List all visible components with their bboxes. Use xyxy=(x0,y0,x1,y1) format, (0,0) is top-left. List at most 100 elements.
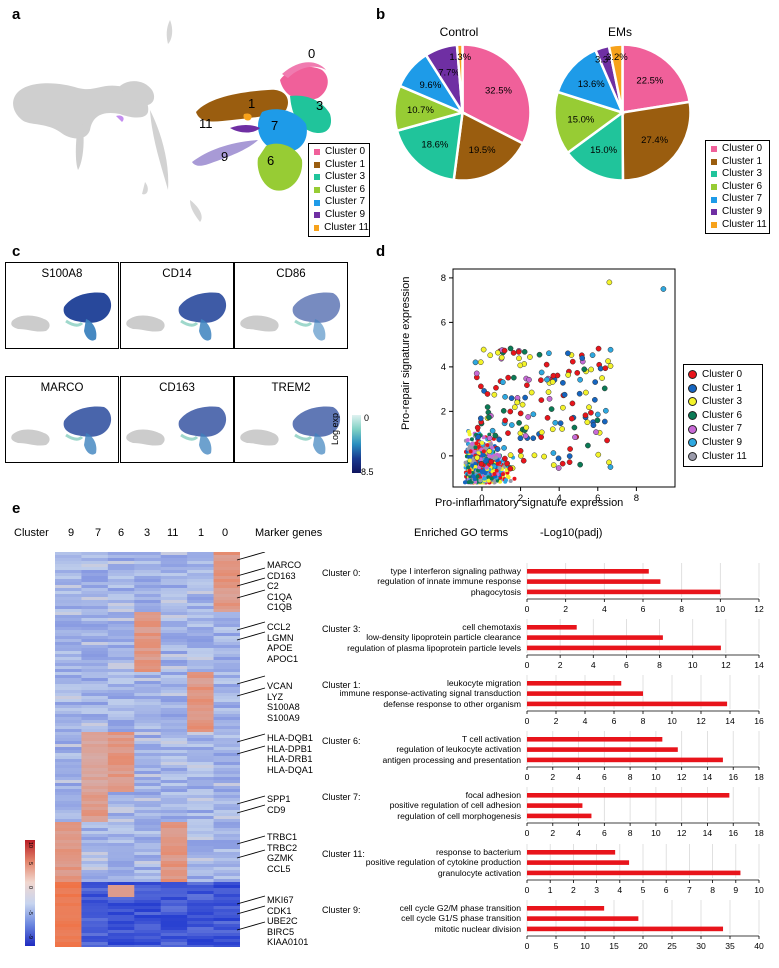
heatmap-cell xyxy=(213,750,240,754)
heatmap-cell xyxy=(134,765,162,769)
scatter-point xyxy=(473,461,478,466)
x-tick-label: 12 xyxy=(721,660,731,670)
scatter-point xyxy=(494,446,501,452)
scatter-point xyxy=(486,435,493,441)
pie-slice xyxy=(455,43,464,113)
heatmap-cell xyxy=(55,855,82,859)
scatter-point xyxy=(522,433,529,439)
go-term-label: defense response to other organism xyxy=(383,698,521,709)
heatmap-cell xyxy=(213,591,240,595)
heatmap-cell xyxy=(187,603,215,607)
heatmap-cell xyxy=(187,909,215,913)
heatmap-cell xyxy=(81,579,109,583)
heatmap-cell xyxy=(55,915,82,919)
connector-line xyxy=(236,745,266,755)
heatmap-cell xyxy=(134,552,162,556)
heatmap-cell xyxy=(107,759,135,763)
legend-item: Cluster 9 xyxy=(706,206,769,219)
expressing-cells xyxy=(178,406,227,437)
heatmap-cell xyxy=(55,606,82,610)
heatmap-cell xyxy=(55,945,82,947)
heatmap-cell xyxy=(55,888,82,892)
heatmap-cell xyxy=(107,933,135,937)
scatter-legend: Cluster 0 Cluster 1 Cluster 3 Cluster 6 … xyxy=(683,364,763,468)
feature-plot: CD14 xyxy=(120,262,234,349)
heatmap-cell xyxy=(55,591,82,595)
heatmap-cell xyxy=(107,822,135,826)
scatter-point xyxy=(592,379,599,385)
heatmap-cell xyxy=(160,594,188,598)
heatmap-cell xyxy=(213,663,240,667)
heatmap-cell xyxy=(213,630,240,634)
heatmap-cell xyxy=(55,912,82,916)
heatmap-cell xyxy=(160,879,188,883)
heatmap-cell xyxy=(55,678,82,682)
heatmap-cell xyxy=(81,618,109,622)
heatmap-cell xyxy=(134,708,162,712)
heatmap-cell xyxy=(160,690,188,694)
x-tick-label: 0 xyxy=(479,493,484,504)
pie-slice-label: 27.4% xyxy=(641,135,668,146)
heatmap-cell xyxy=(55,669,82,673)
x-tick-label: 4 xyxy=(601,604,607,614)
scatter-point xyxy=(501,445,507,451)
legend-dot xyxy=(688,451,697,461)
heatmap-cell xyxy=(160,600,188,604)
heatmap-cell xyxy=(81,672,109,676)
scatter-point xyxy=(480,346,487,353)
heatmap-cell xyxy=(55,762,82,766)
heatmap-cell xyxy=(134,768,162,772)
heatmap-cell xyxy=(213,597,240,601)
heatmap-cell xyxy=(213,765,240,769)
heatmap-cell xyxy=(134,627,162,631)
heatmap-cell xyxy=(213,558,240,562)
scatter-point xyxy=(581,366,588,373)
heatmap-cell xyxy=(134,819,162,823)
heatmap-cell xyxy=(81,816,109,820)
heatmap-cell xyxy=(81,825,109,829)
panel-label-c: c xyxy=(12,243,21,260)
heatmap-cell xyxy=(213,837,240,841)
scatter-point xyxy=(571,424,578,431)
heatmap-cell xyxy=(81,945,109,947)
heatmap-cell xyxy=(187,672,215,676)
heatmap-cell xyxy=(213,852,240,856)
heatmap-cell xyxy=(107,615,135,619)
heatmap-cell xyxy=(107,696,135,700)
heatmap-cell xyxy=(55,918,82,922)
legend-item: Cluster 11 xyxy=(706,219,769,232)
heatmap-cell xyxy=(187,681,215,685)
heatmap-cell xyxy=(107,801,135,805)
heatmap-cell xyxy=(187,939,215,943)
heatmap-cell xyxy=(187,900,215,904)
heatmap-cell xyxy=(107,849,135,853)
x-tick-label: 10 xyxy=(667,716,677,726)
heatmap-cell xyxy=(55,585,82,589)
heatmap-cell xyxy=(187,744,215,748)
heatmap-cell xyxy=(160,747,188,751)
heatmap-cell xyxy=(55,810,82,814)
heatmap-cell xyxy=(81,576,109,580)
heatmap-cell xyxy=(213,783,240,787)
heatmap-cell xyxy=(81,870,109,874)
scatter-point xyxy=(493,384,499,391)
heatmap-cell xyxy=(213,660,240,664)
heatmap-cell xyxy=(213,846,240,850)
scatter-point xyxy=(560,404,566,411)
scatter-point xyxy=(492,432,499,439)
heatmap-cell xyxy=(213,648,240,652)
heatmap-cell xyxy=(160,756,188,760)
legend-dot xyxy=(688,397,697,407)
scatter-point xyxy=(463,460,468,465)
scatter-point xyxy=(502,455,508,462)
heatmap-cell xyxy=(81,567,109,571)
legend-swatch xyxy=(314,199,320,206)
heatmap-cell xyxy=(160,909,188,913)
x-tick-label: 2 xyxy=(518,493,523,504)
heatmap-cell xyxy=(55,588,82,592)
heatmap-cell xyxy=(55,552,82,556)
scatter-point xyxy=(546,350,552,357)
heatmap-cell xyxy=(160,606,188,610)
scatter-point xyxy=(480,440,485,445)
heatmap-cell xyxy=(160,780,188,784)
